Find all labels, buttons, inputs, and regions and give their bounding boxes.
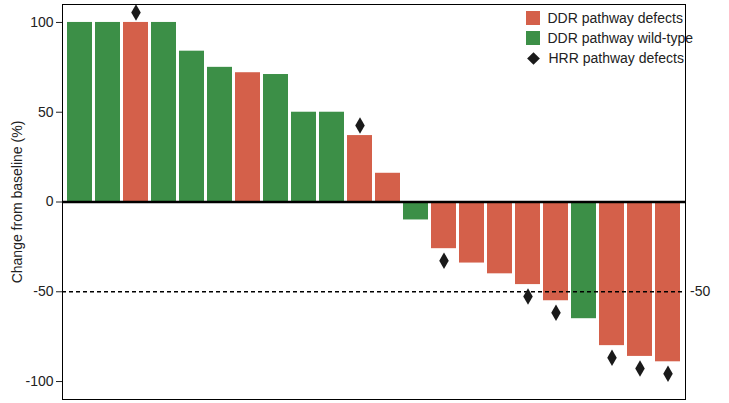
svg-text:-50: -50 [690, 283, 710, 299]
svg-text:0: 0 [46, 193, 54, 209]
html-text:HRR pathway defects: HRR pathway defects [548, 50, 684, 66]
svg-text:50: 50 [38, 104, 54, 120]
svg-text:100: 100 [30, 14, 54, 30]
svg-text:-100: -100 [25, 373, 53, 389]
svg-text:Change from baseline (%): Change from baseline (%) [9, 121, 25, 284]
svg-text:-50: -50 [33, 283, 53, 299]
html-text:DDR pathway defects: DDR pathway defects [547, 10, 683, 26]
html-text:DDR pathway wild-type: DDR pathway wild-type [547, 30, 693, 46]
